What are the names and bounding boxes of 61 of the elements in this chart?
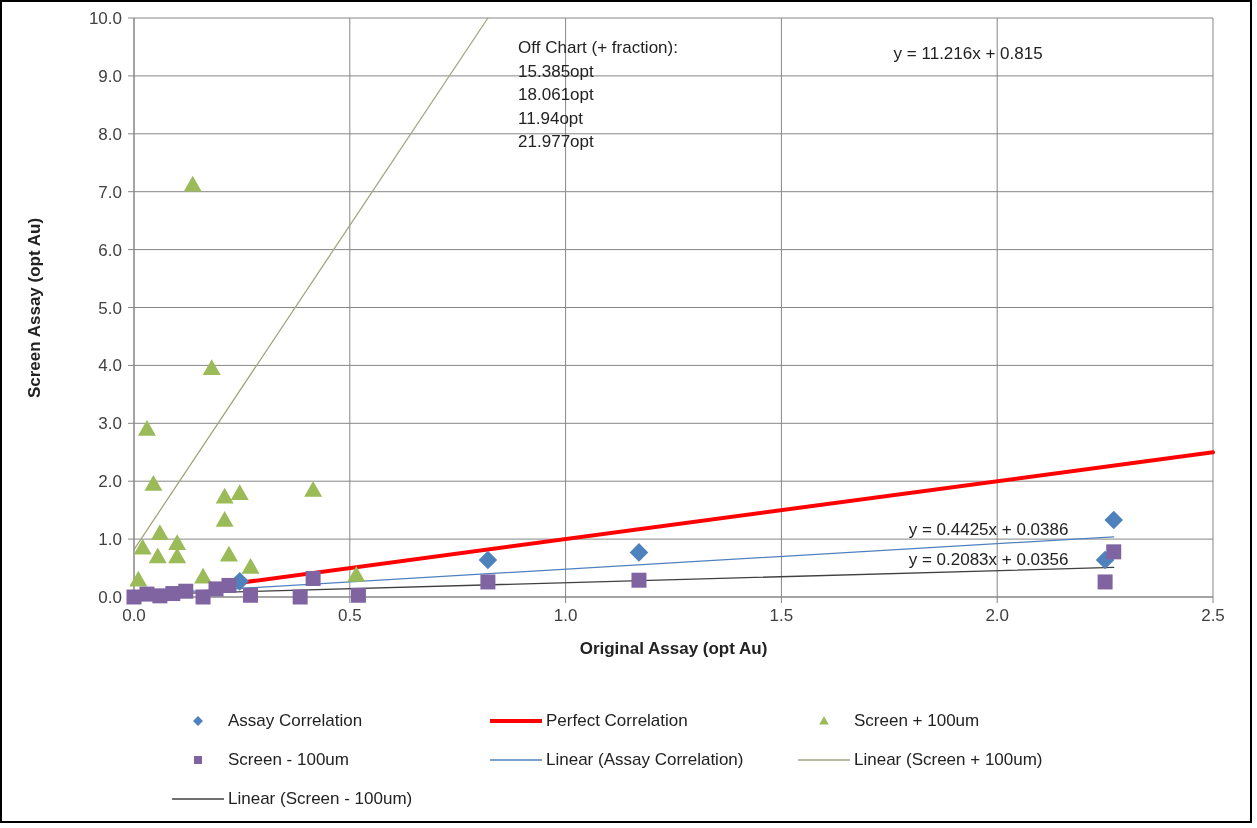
point — [230, 484, 249, 501]
point — [219, 545, 238, 562]
point — [304, 480, 323, 497]
x-tick-label: 1.5 — [769, 606, 794, 626]
point — [215, 510, 234, 527]
point — [241, 557, 260, 574]
legend-label: Linear (Assay Correlation) — [546, 749, 744, 770]
annotation: y = 0.2083x + 0.0356 — [908, 549, 1069, 571]
y-tick-label: 4.0 — [98, 356, 122, 376]
point — [178, 583, 194, 599]
y-tick-label: 7.0 — [98, 182, 122, 202]
point — [195, 589, 211, 605]
x-tick-label: 2.0 — [985, 606, 1010, 626]
legend-label: Linear (Screen + 100um) — [854, 749, 1043, 770]
point — [221, 577, 237, 593]
point — [292, 589, 308, 605]
y-tick-label: 3.0 — [98, 414, 122, 434]
point — [148, 547, 167, 564]
y-tick-label: 9.0 — [98, 66, 122, 86]
point — [137, 420, 156, 436]
y-tick-label: 5.0 — [98, 298, 122, 318]
point — [202, 359, 221, 376]
point — [305, 570, 321, 586]
point — [347, 566, 366, 582]
annotation: y = 0.4425x + 0.0386 — [908, 519, 1069, 541]
y-axis-title: Screen Assay (opt Au) — [25, 217, 45, 398]
y-tick-label: 1.0 — [98, 530, 122, 550]
point — [1106, 544, 1122, 560]
x-tick-label: 2.5 — [1201, 606, 1225, 626]
point — [150, 524, 169, 541]
y-tick-label: 10.0 — [88, 9, 122, 29]
legend-label: Perfect Correlation — [546, 710, 688, 731]
y-tick-label: 8.0 — [98, 124, 122, 144]
point — [129, 570, 148, 587]
point — [215, 487, 234, 504]
x-tick-label: 1.0 — [553, 606, 578, 626]
point — [1104, 510, 1124, 530]
point — [194, 567, 213, 584]
point — [478, 550, 498, 570]
legend-label: Screen + 100um — [854, 710, 980, 731]
point — [133, 538, 152, 555]
legend-label: Screen - 100um — [228, 749, 349, 770]
y-tick-label: 0.0 — [98, 588, 122, 608]
point — [243, 587, 259, 603]
point — [1097, 574, 1113, 590]
legend-label: Assay Correlation — [228, 710, 363, 731]
point — [480, 574, 496, 590]
legend-label: Linear (Screen - 100um) — [228, 788, 413, 809]
point — [631, 572, 647, 588]
point — [168, 534, 187, 550]
x-tick-label: 0.5 — [337, 606, 362, 626]
annotation: Off Chart (+ fraction): 15.385opt 18.061opt 11.94opt 21.977opt — [518, 37, 678, 153]
annotation: y = 11.216x + 0.815 — [893, 43, 1043, 65]
point — [183, 175, 202, 192]
y-tick-label: 6.0 — [98, 240, 122, 260]
x-tick-label: 0.0 — [122, 606, 146, 626]
x-axis-title: Original Assay (opt Au) — [578, 639, 769, 659]
point — [629, 543, 649, 562]
point — [144, 475, 163, 491]
y-tick-label: 2.0 — [98, 472, 122, 492]
point — [350, 587, 366, 603]
